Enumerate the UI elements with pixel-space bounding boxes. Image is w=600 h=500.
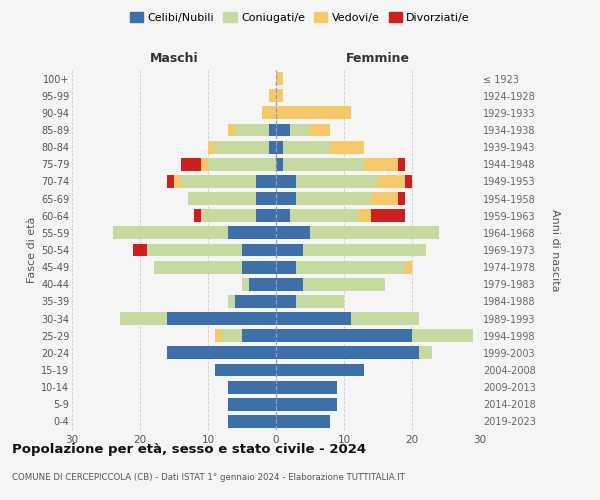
Bar [215, 364, 276, 376]
Bar [276, 192, 296, 205]
Bar [283, 140, 331, 153]
Bar [242, 278, 249, 290]
Text: Maschi: Maschi [149, 52, 199, 65]
Bar [174, 175, 181, 188]
Bar [229, 398, 276, 410]
Bar [283, 158, 364, 170]
Bar [276, 398, 337, 410]
Bar [276, 226, 310, 239]
Bar [276, 106, 351, 120]
Bar [398, 158, 405, 170]
Bar [201, 210, 256, 222]
Bar [290, 210, 358, 222]
Bar [290, 124, 310, 136]
Bar [167, 175, 174, 188]
Bar [167, 346, 276, 360]
Bar [235, 295, 276, 308]
Bar [229, 124, 235, 136]
Bar [201, 158, 208, 170]
Bar [229, 295, 235, 308]
Bar [229, 380, 276, 394]
Bar [133, 244, 147, 256]
Bar [235, 124, 269, 136]
Bar [249, 278, 276, 290]
Y-axis label: Fasce di età: Fasce di età [26, 217, 37, 283]
Bar [331, 140, 364, 153]
Bar [276, 124, 290, 136]
Bar [208, 140, 215, 153]
Bar [303, 278, 385, 290]
Bar [256, 175, 276, 188]
Bar [221, 330, 242, 342]
Bar [310, 124, 331, 136]
Bar [364, 158, 398, 170]
Bar [310, 226, 439, 239]
Bar [398, 192, 405, 205]
Bar [405, 260, 412, 274]
Bar [276, 140, 283, 153]
Bar [276, 244, 303, 256]
Bar [215, 140, 269, 153]
Bar [371, 210, 405, 222]
Bar [208, 158, 276, 170]
Bar [113, 226, 229, 239]
Bar [269, 124, 276, 136]
Bar [276, 260, 296, 274]
Bar [194, 210, 201, 222]
Bar [242, 330, 276, 342]
Bar [303, 244, 425, 256]
Bar [242, 244, 276, 256]
Bar [181, 158, 201, 170]
Bar [276, 380, 337, 394]
Bar [262, 106, 276, 120]
Bar [296, 260, 405, 274]
Bar [276, 175, 296, 188]
Bar [276, 210, 290, 222]
Bar [154, 260, 242, 274]
Bar [419, 346, 433, 360]
Bar [256, 210, 276, 222]
Bar [229, 226, 276, 239]
Bar [296, 175, 378, 188]
Bar [276, 330, 412, 342]
Bar [167, 312, 276, 325]
Bar [269, 140, 276, 153]
Text: Femmine: Femmine [346, 52, 410, 65]
Legend: Celibi/Nubili, Coniugati/e, Vedovi/e, Divorziati/e: Celibi/Nubili, Coniugati/e, Vedovi/e, Di… [125, 8, 475, 28]
Bar [276, 158, 283, 170]
Text: Popolazione per età, sesso e stato civile - 2024: Popolazione per età, sesso e stato civil… [12, 442, 366, 456]
Bar [276, 415, 331, 428]
Bar [405, 175, 412, 188]
Bar [229, 415, 276, 428]
Bar [296, 192, 371, 205]
Bar [412, 330, 473, 342]
Bar [276, 72, 283, 85]
Bar [358, 210, 371, 222]
Bar [378, 175, 405, 188]
Bar [371, 192, 398, 205]
Bar [119, 312, 167, 325]
Bar [242, 260, 276, 274]
Y-axis label: Anni di nascita: Anni di nascita [550, 209, 560, 291]
Bar [276, 278, 303, 290]
Bar [269, 90, 276, 102]
Bar [215, 330, 221, 342]
Bar [147, 244, 242, 256]
Bar [276, 346, 419, 360]
Bar [276, 364, 364, 376]
Bar [296, 295, 344, 308]
Text: COMUNE DI CERCEPICCOLA (CB) - Dati ISTAT 1° gennaio 2024 - Elaborazione TUTTITAL: COMUNE DI CERCEPICCOLA (CB) - Dati ISTAT… [12, 472, 405, 482]
Bar [276, 312, 351, 325]
Bar [351, 312, 419, 325]
Bar [188, 192, 256, 205]
Bar [276, 295, 296, 308]
Bar [256, 192, 276, 205]
Bar [181, 175, 256, 188]
Bar [276, 90, 283, 102]
